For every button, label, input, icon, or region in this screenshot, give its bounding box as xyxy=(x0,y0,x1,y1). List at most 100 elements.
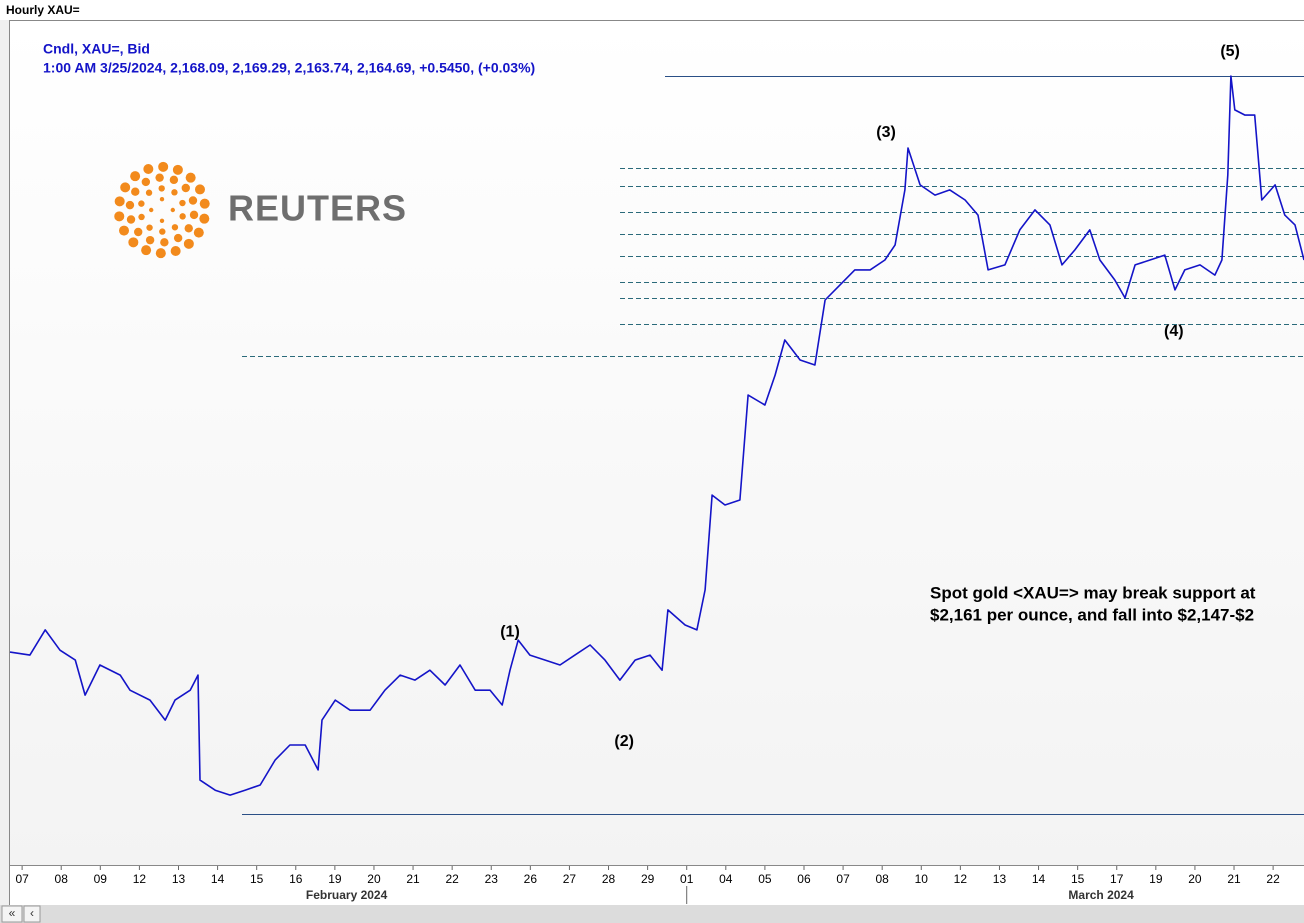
x-tick-label: 09 xyxy=(94,872,108,886)
x-tick-label: 04 xyxy=(719,872,733,886)
wave-label: (2) xyxy=(614,733,634,750)
logo-dot xyxy=(143,164,154,175)
scroll-first-button[interactable] xyxy=(1,905,23,923)
logo-dot xyxy=(155,173,164,182)
x-tick-label: 10 xyxy=(915,872,929,886)
logo-dot xyxy=(125,200,135,210)
logo-dot xyxy=(159,197,165,202)
x-tick-label: 13 xyxy=(172,872,186,886)
logo-dot xyxy=(158,185,165,192)
logo-dot xyxy=(199,213,210,224)
logo-dot xyxy=(130,171,141,182)
logo-dot xyxy=(189,210,199,220)
logo-dot xyxy=(145,235,155,245)
logo-dot xyxy=(158,161,169,172)
logo-dot xyxy=(184,224,193,233)
x-tick-label: 16 xyxy=(289,872,303,886)
logo-dot xyxy=(146,224,153,231)
logo-dot xyxy=(141,177,151,187)
x-tick-label: 21 xyxy=(1227,872,1241,886)
x-tick-label: 15 xyxy=(1071,872,1085,886)
logo-dot xyxy=(172,164,183,175)
x-tick-label: 08 xyxy=(875,872,889,886)
logo-dot xyxy=(183,238,194,249)
wave-label: (1) xyxy=(500,623,520,640)
logo-dot xyxy=(199,198,210,209)
wave-label: (3) xyxy=(876,124,896,141)
x-tick-label: 12 xyxy=(954,872,968,886)
x-axis-area xyxy=(9,865,1304,906)
x-tick-label: 12 xyxy=(133,872,147,886)
price-line xyxy=(9,75,1304,796)
logo-dot xyxy=(131,187,140,196)
logo-dot xyxy=(126,215,136,224)
note-line: $2,161 per ounce, and fall into $2,147-$… xyxy=(930,605,1254,624)
x-tick-label: 15 xyxy=(250,872,264,886)
logo-dot xyxy=(120,182,131,193)
x-tick-label: 19 xyxy=(328,872,342,886)
logo-dot xyxy=(171,224,179,231)
x-tick-label: 27 xyxy=(563,872,577,886)
x-tick-label: 08 xyxy=(55,872,69,886)
logo-dot xyxy=(119,225,130,236)
logo xyxy=(114,161,210,259)
x-tick-label: 14 xyxy=(1032,872,1046,886)
logo-dot xyxy=(179,199,186,207)
x-tick-label: 22 xyxy=(1266,872,1280,886)
x-tick-label: 19 xyxy=(1149,872,1163,886)
logo-dot xyxy=(145,189,153,196)
month-label: March 2024 xyxy=(1068,888,1134,902)
scroll-back-button[interactable] xyxy=(23,905,41,923)
x-tick-label: 26 xyxy=(524,872,538,886)
month-label: February 2024 xyxy=(306,888,388,902)
x-tick-label: 20 xyxy=(1188,872,1202,886)
x-tick-label: 17 xyxy=(1110,872,1124,886)
logo-dot xyxy=(179,213,186,220)
scroll-back-icon: ‹ xyxy=(30,906,34,920)
logo-dot xyxy=(128,237,139,248)
title-bar xyxy=(0,0,1304,20)
logo-dot xyxy=(141,245,152,256)
logo-dot xyxy=(138,213,145,221)
logo-dot xyxy=(170,207,175,213)
scrollbar[interactable] xyxy=(0,905,1304,923)
logo-dot xyxy=(149,207,154,213)
logo-dot xyxy=(170,245,181,256)
logo-dot xyxy=(114,211,125,222)
wave-label: (4) xyxy=(1164,323,1184,340)
x-tick-label: 14 xyxy=(211,872,225,886)
x-tick-label: 06 xyxy=(797,872,811,886)
x-tick-label: 21 xyxy=(406,872,420,886)
plot-area xyxy=(9,20,1304,866)
logo-dot xyxy=(181,183,190,193)
x-tick-label: 20 xyxy=(367,872,381,886)
x-tick-label: 07 xyxy=(15,872,29,886)
x-tick-label: 23 xyxy=(485,872,499,886)
logo-dot xyxy=(188,196,198,205)
logo-dot xyxy=(193,227,204,238)
logo-dot xyxy=(169,175,179,185)
window-title: Hourly XAU= xyxy=(6,3,80,17)
logo-text: REUTERS xyxy=(228,188,407,229)
x-tick-label: 29 xyxy=(641,872,655,886)
header-line: 1:00 AM 3/25/2024, 2,168.09, 2,169.29, 2… xyxy=(43,60,535,76)
logo-dot xyxy=(159,218,165,223)
x-tick-label: 01 xyxy=(680,872,694,886)
x-tick-label: 13 xyxy=(993,872,1007,886)
x-tick-label: 22 xyxy=(445,872,459,886)
scroll-first-icon: « xyxy=(9,906,16,920)
logo-dot xyxy=(134,227,143,237)
logo-dot xyxy=(114,196,125,207)
logo-dot xyxy=(173,233,183,243)
header-line: Cndl, XAU=, Bid xyxy=(43,41,150,57)
logo-dot xyxy=(155,248,166,259)
logo-dot xyxy=(138,200,145,207)
logo-dot xyxy=(160,238,169,247)
logo-dot xyxy=(171,189,178,196)
note-line: Spot gold <XAU=> may break support at xyxy=(930,583,1256,602)
x-tick-label: 28 xyxy=(602,872,616,886)
wave-label: (5) xyxy=(1220,43,1240,60)
x-tick-label: 05 xyxy=(758,872,772,886)
logo-dot xyxy=(194,184,205,195)
